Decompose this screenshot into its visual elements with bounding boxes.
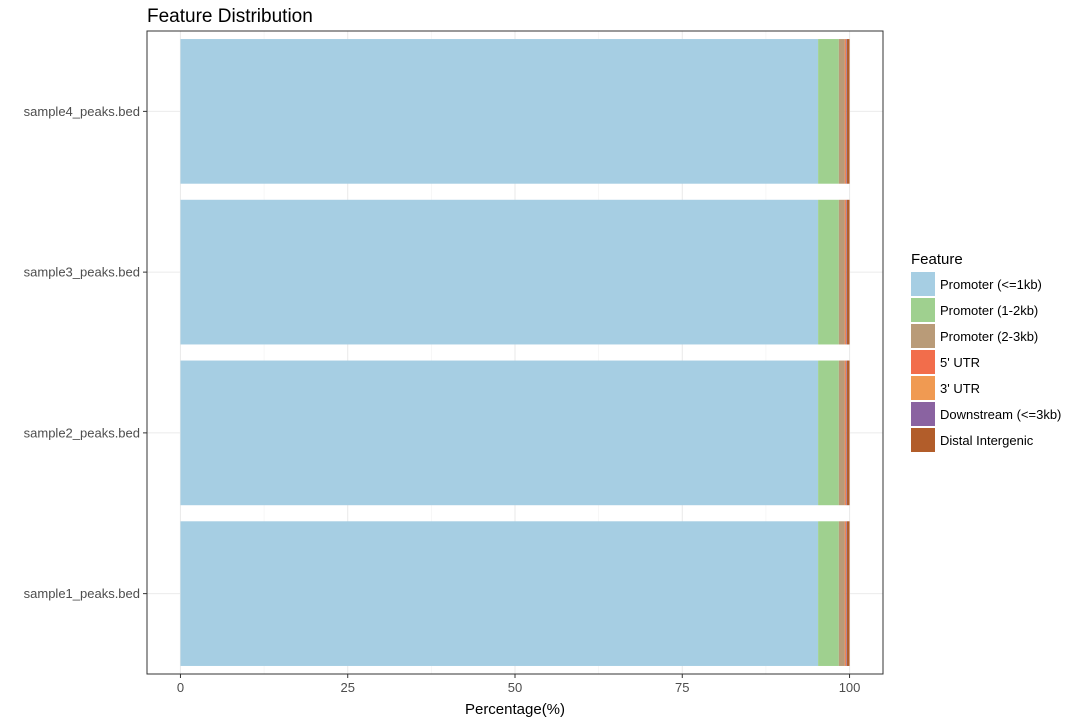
- legend-key: [911, 324, 935, 348]
- y-tick-label: sample3_peaks.bed: [24, 265, 140, 280]
- bar-segment: [838, 521, 845, 666]
- x-tick-label: 75: [675, 680, 689, 695]
- bars: [180, 39, 850, 666]
- bar-segment: [846, 39, 850, 184]
- bar-segment: [846, 199, 847, 345]
- legend-label: Downstream (<=3kb): [940, 407, 1061, 422]
- legend: Feature Promoter (<=1kb) Promoter (1-2kb)…: [911, 251, 1061, 452]
- y-tick-label: sample2_peaks.bed: [24, 425, 140, 440]
- x-tick-label: 50: [508, 680, 522, 695]
- bar-segment: [818, 39, 839, 184]
- legend-key: [911, 350, 935, 374]
- bar-segment: [845, 39, 847, 184]
- bar-segment: [846, 39, 847, 184]
- bar-segment: [838, 39, 845, 184]
- y-tick-label: sample4_peaks.bed: [24, 104, 140, 119]
- bar-segment: [818, 360, 839, 506]
- bar-segment: [844, 521, 846, 666]
- legend-key: [911, 376, 935, 400]
- bar-segment: [180, 521, 819, 666]
- x-tick-label: 100: [839, 680, 861, 695]
- legend-label: Promoter (<=1kb): [940, 277, 1042, 292]
- legend-key: [911, 298, 935, 322]
- bar-segment: [818, 521, 839, 666]
- legend-label: Distal Intergenic: [940, 433, 1034, 448]
- bar-segment: [180, 360, 819, 506]
- bar-segment: [846, 199, 850, 345]
- bar-segment: [844, 360, 846, 506]
- bar-segment: [844, 39, 846, 184]
- y-tick-label: sample1_peaks.bed: [24, 586, 140, 601]
- bar-segment: [838, 199, 845, 345]
- bar-segment: [844, 199, 846, 345]
- x-axis: 0 25 50 75 100: [177, 674, 861, 695]
- legend-key: [911, 402, 935, 426]
- legend-title: Feature: [911, 251, 963, 268]
- bar-segment: [845, 521, 847, 666]
- bar-segment: [845, 360, 847, 506]
- bar-segment: [180, 199, 819, 345]
- legend-label: 3' UTR: [940, 381, 980, 396]
- bar-segment: [180, 39, 819, 184]
- legend-label: 5' UTR: [940, 355, 980, 370]
- legend-key: [911, 272, 935, 296]
- bar-segment: [845, 199, 847, 345]
- y-axis: sample4_peaks.bed sample3_peaks.bedsample…: [24, 104, 147, 601]
- chart-title: Feature Distribution: [147, 6, 313, 27]
- legend-label: Promoter (2-3kb): [940, 329, 1038, 344]
- x-tick-label: 0: [177, 680, 184, 695]
- bar-segment: [838, 360, 845, 506]
- bar-segment: [846, 360, 850, 506]
- x-axis-label: Percentage(%): [465, 701, 565, 718]
- bar-segment: [846, 360, 847, 506]
- x-tick-label: 25: [340, 680, 354, 695]
- bar-segment: [818, 199, 839, 345]
- bar-segment: [846, 521, 847, 666]
- legend-label: Promoter (1-2kb): [940, 303, 1038, 318]
- bar-segment: [846, 521, 850, 666]
- legend-key: [911, 428, 935, 452]
